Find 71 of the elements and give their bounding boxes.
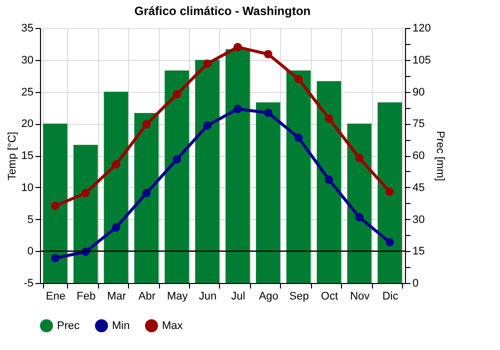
point (112, 223, 120, 232)
y2-axis-title: Prec [mm] (434, 130, 446, 182)
bar (256, 102, 280, 283)
legend-label: Max (162, 320, 184, 332)
point (355, 213, 364, 222)
bar (347, 124, 372, 283)
x-tick-label: Jun (198, 290, 217, 302)
y-tick-label: -5 (24, 278, 34, 290)
y-tick-label: 20 (21, 118, 34, 130)
point (324, 114, 334, 123)
x-tick-label: Mar (107, 290, 126, 302)
y-axis-title: Temp [°C] (6, 132, 18, 180)
y2-tick-label: 75 (412, 118, 425, 130)
y2-tick-label: 15 (412, 246, 425, 258)
x-tick-label: Feb (76, 290, 96, 302)
bar (286, 70, 311, 283)
chart-title: Gráfico climático - Washington (134, 4, 311, 18)
point (234, 104, 242, 114)
legend-label: Prec (57, 320, 80, 332)
y-tick-label: 25 (21, 86, 34, 98)
bar (73, 144, 98, 283)
y-tick-label: 5 (27, 214, 34, 226)
y2-tick-label: 60 (412, 150, 425, 162)
point (81, 188, 90, 198)
point (203, 121, 212, 130)
x-tick-label: Nov (350, 290, 370, 302)
point (172, 155, 182, 164)
bar (195, 60, 220, 283)
x-tick-label: May (166, 290, 188, 302)
y2-tick-label: 30 (412, 214, 425, 226)
point (324, 176, 334, 184)
point (264, 50, 272, 58)
bar (104, 92, 128, 283)
x-tick-label: Abr (138, 290, 156, 302)
y2-tick-label: 0 (412, 278, 419, 290)
y2-tick-label: 90 (412, 86, 425, 98)
y-tick-label: 0 (27, 246, 34, 258)
bar (134, 113, 159, 283)
x-tick-label: Ene (46, 290, 66, 302)
bar (226, 49, 250, 283)
point (234, 42, 242, 52)
point (386, 238, 394, 246)
legend-label: Min (112, 320, 130, 332)
point (112, 160, 120, 169)
point (386, 188, 394, 196)
point (142, 188, 151, 198)
point (294, 74, 303, 84)
point (172, 90, 182, 98)
point (294, 133, 303, 142)
y-tick-label: 15 (21, 150, 34, 162)
bar (43, 124, 68, 283)
y2-tick-label: 45 (412, 182, 425, 194)
point (264, 108, 272, 117)
x-tick-label: Ago (258, 290, 278, 302)
x-tick-label: Dic (382, 290, 399, 302)
y-tick-label: 35 (21, 22, 34, 34)
y-tick-label: 30 (21, 54, 34, 66)
point (51, 254, 60, 262)
x-tick-label: Sep (289, 290, 309, 302)
y2-tick-label: 105 (412, 54, 431, 66)
point (203, 60, 212, 68)
y-tick-label: 10 (21, 182, 34, 194)
bar (378, 102, 402, 283)
point (142, 120, 151, 128)
point (355, 154, 364, 162)
point (51, 202, 60, 210)
x-tick-label: Oct (320, 290, 338, 302)
bar (316, 81, 342, 283)
x-tick-label: Jul (231, 290, 246, 302)
bar (164, 70, 190, 283)
y2-tick-label: 120 (412, 22, 431, 34)
